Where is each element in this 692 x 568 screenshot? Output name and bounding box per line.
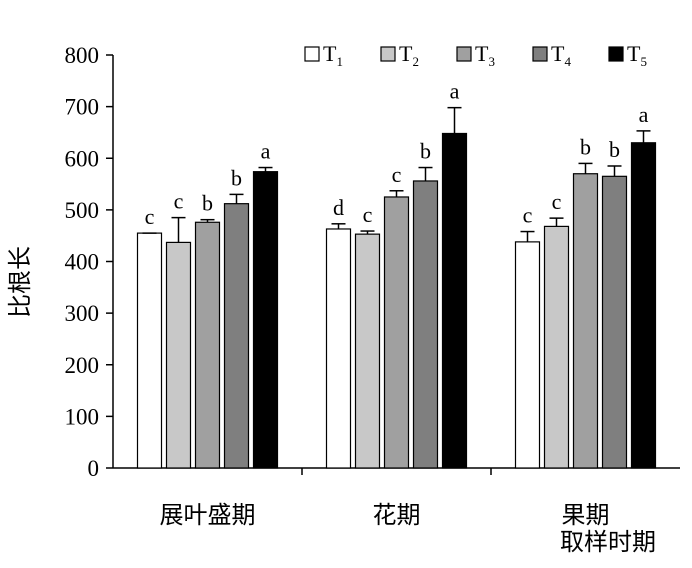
y-tick-label-0: 0 [88,456,100,481]
legend-swatch-t2 [380,46,396,62]
bar-1-t1 [325,228,352,469]
y-tick-label-500: 500 [65,198,100,223]
bar-0-t4 [223,203,250,469]
x-axis-label: 取样时期 [560,528,656,556]
y-axis-label: 比根长 [6,246,34,318]
y-tick-label-800: 800 [65,43,100,68]
y-tick-label-100: 100 [65,404,100,429]
sig-letter-2-t4: b [609,137,620,162]
bar-2-t5 [630,142,657,469]
legend-label-sub: 4 [564,54,571,69]
legend-label-t3: T3 [475,41,495,69]
legend-label-main: T [475,41,489,66]
sig-letter-0-t3: b [202,191,213,216]
bar-1-t3 [383,196,410,469]
y-tick-label-400: 400 [65,250,100,275]
legend-label-main: T [627,41,641,66]
legend-label-t5: T5 [627,41,647,69]
legend-label-t1: T1 [323,41,343,69]
bar-2-t1 [514,241,541,469]
category-label-1: 花期 [373,501,421,529]
legend-label-t4: T4 [551,41,571,69]
legend-swatch-t5 [608,46,624,62]
legend-label-main: T [323,41,337,66]
sig-letter-2-t3: b [580,134,591,159]
legend-label-sub: 3 [488,54,495,69]
sig-letter-1-t4: b [420,139,431,164]
sig-letter-0-t4: b [231,165,242,190]
y-axis: 0 100 200 300 400 500 600 700 800 [65,43,114,481]
sig-letter-1-t5: a [450,79,460,104]
legend-label-main: T [551,41,565,66]
sig-letter-0-t1: c [145,204,155,229]
bar-0-t3 [194,221,221,469]
y-tick-label-200: 200 [65,353,100,378]
legend: T1 T2 T3 T4 T5 [304,41,647,69]
legend-label-sub: 2 [412,54,419,69]
bar-2-t4 [601,175,628,469]
bar-2-t3 [572,173,599,469]
sig-letter-2-t2: c [552,189,562,214]
category-label-2: 果期 [562,501,610,529]
sig-letter-1-t1: d [333,195,344,220]
sig-letter-0-t2: c [174,189,184,214]
bar-0-t1 [136,232,163,469]
y-tick-label-700: 700 [65,95,100,120]
y-tick-label-300: 300 [65,301,100,326]
bar-1-t5 [441,132,468,469]
legend-swatch-t3 [456,46,472,62]
legend-label-main: T [399,41,413,66]
bar-0-t5 [252,171,279,469]
sig-letter-2-t1: c [523,203,533,228]
bar-1-t2 [354,233,381,469]
category-label-0: 展叶盛期 [160,501,256,529]
x-axis: 展叶盛期 花期 果期 [113,467,680,529]
bar-1-t4 [412,180,439,469]
legend-swatch-t4 [532,46,548,62]
bar-2-t2 [543,225,570,469]
legend-label-sub: 1 [336,54,343,69]
y-tick-label-600: 600 [65,146,100,171]
sig-letter-1-t3: c [392,162,402,187]
bar-0-t2 [165,241,192,469]
legend-label-sub: 5 [640,54,647,69]
sig-letter-2-t5: a [639,102,649,127]
legend-swatch-t1 [304,46,320,62]
legend-label-t2: T2 [399,41,419,69]
sig-letter-0-t5: a [261,139,271,164]
sig-letter-1-t2: c [363,202,373,227]
